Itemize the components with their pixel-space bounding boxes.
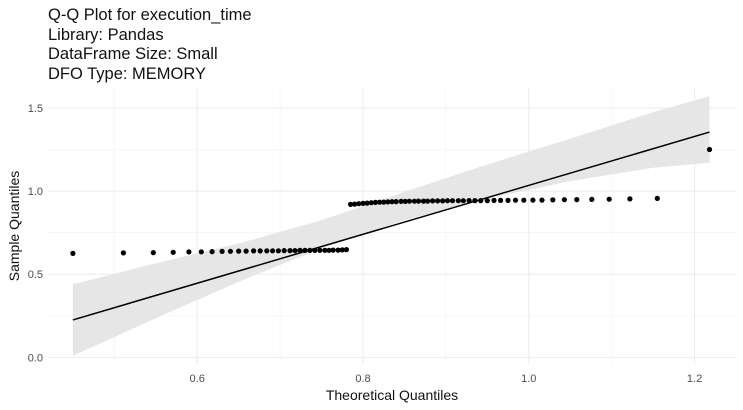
- y-tick-label: 0.0: [28, 352, 43, 364]
- y-tick-label: 0.5: [28, 269, 43, 281]
- data-point: [312, 247, 318, 253]
- title-line-2: Library: Pandas: [48, 25, 164, 44]
- data-point: [498, 197, 504, 203]
- title-line-1: Q-Q Plot for execution_time: [48, 6, 252, 24]
- title-line-4: DFO Type: MEMORY: [48, 64, 207, 83]
- data-point: [435, 198, 441, 204]
- data-point: [70, 250, 76, 256]
- x-tick-label: 1.0: [521, 373, 536, 385]
- x-axis-ticks: 0.6 0.8 1.0 1.2: [190, 373, 703, 385]
- data-point: [377, 199, 383, 205]
- data-point: [330, 247, 336, 253]
- sample-points: [70, 146, 713, 256]
- data-point: [356, 201, 362, 207]
- data-point: [209, 249, 215, 255]
- data-point: [460, 198, 466, 204]
- data-point: [589, 196, 595, 202]
- data-point: [484, 198, 490, 204]
- grid-major: [48, 88, 736, 364]
- title-line-3: DataFrame Size: Small: [48, 45, 218, 64]
- data-point: [170, 249, 176, 255]
- data-point: [430, 198, 436, 204]
- data-point: [561, 197, 568, 203]
- data-point: [627, 196, 633, 202]
- data-point: [372, 199, 378, 205]
- x-tick-label: 1.2: [687, 373, 702, 385]
- x-tick-label: 0.6: [190, 373, 205, 385]
- data-point: [364, 200, 370, 206]
- data-point: [297, 247, 303, 253]
- data-point: [539, 197, 545, 203]
- data-point: [420, 198, 427, 204]
- data-point: [150, 250, 156, 256]
- data-point: [449, 198, 456, 204]
- data-point: [393, 199, 399, 205]
- data-point: [243, 248, 249, 254]
- data-point: [287, 248, 293, 254]
- data-point: [317, 247, 323, 253]
- data-point: [219, 248, 225, 254]
- data-point: [236, 248, 242, 254]
- confidence-band: [72, 96, 710, 356]
- data-point: [466, 198, 472, 204]
- data-point: [360, 200, 366, 206]
- data-point: [257, 248, 263, 254]
- data-point: [368, 200, 374, 206]
- data-point: [550, 197, 556, 203]
- x-tick-label: 0.8: [355, 373, 370, 385]
- data-point: [530, 197, 536, 203]
- data-point: [339, 247, 345, 253]
- data-point: [398, 198, 404, 204]
- data-point: [654, 195, 660, 201]
- data-point: [472, 198, 478, 204]
- data-point: [491, 197, 497, 203]
- data-point: [706, 146, 713, 153]
- data-point: [402, 198, 408, 204]
- y-axis-title: Sample Quantiles: [6, 171, 22, 282]
- data-point: [574, 197, 580, 203]
- data-point: [275, 248, 281, 254]
- y-axis-ticks: 0.0 0.5 1.0 1.5: [28, 103, 43, 364]
- data-point: [478, 198, 484, 204]
- data-point: [348, 201, 354, 207]
- data-point: [389, 199, 395, 205]
- x-axis-title: Theoretical Quantiles: [326, 387, 458, 403]
- data-point: [444, 198, 451, 204]
- data-point: [381, 199, 387, 205]
- data-point: [120, 250, 126, 256]
- data-point: [270, 248, 276, 254]
- data-point: [198, 249, 204, 255]
- data-point: [302, 247, 308, 253]
- data-point: [335, 247, 341, 253]
- data-point: [512, 197, 519, 203]
- data-point: [440, 198, 446, 204]
- data-point: [415, 198, 422, 204]
- y-tick-label: 1.0: [28, 186, 43, 198]
- data-point: [281, 248, 287, 254]
- y-tick-label: 1.5: [28, 103, 43, 115]
- data-point: [425, 198, 431, 204]
- data-point: [326, 247, 332, 253]
- data-point: [292, 248, 298, 254]
- chart-title: Q-Q Plot for execution_time Library: Pan…: [48, 6, 252, 84]
- data-point: [606, 196, 612, 202]
- data-point: [307, 247, 313, 253]
- data-point: [186, 249, 192, 255]
- data-point: [352, 201, 358, 207]
- data-point: [385, 199, 391, 205]
- data-point: [251, 248, 257, 254]
- data-point: [455, 198, 461, 204]
- data-point: [521, 197, 527, 203]
- data-point: [322, 247, 328, 253]
- data-point: [411, 198, 417, 204]
- data-point: [227, 248, 233, 254]
- reference-line: [72, 131, 710, 321]
- data-point: [343, 247, 349, 253]
- data-point: [505, 197, 511, 203]
- data-point: [406, 198, 412, 204]
- data-point: [264, 248, 270, 254]
